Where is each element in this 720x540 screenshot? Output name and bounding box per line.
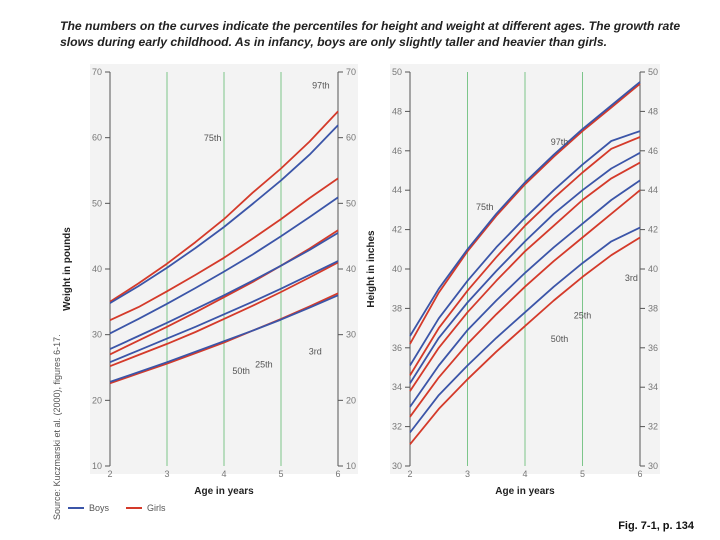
weight-ytick-label-right: 50 xyxy=(346,198,356,208)
height-ytick-label-right: 44 xyxy=(648,185,658,195)
weight-ytick-label-left: 10 xyxy=(92,461,102,471)
height-annotation-97th: 97th xyxy=(551,137,569,147)
weight-series-girls-97th xyxy=(109,110,339,303)
weight-xtick-label: 6 xyxy=(335,469,340,479)
height-series-girls-25th xyxy=(409,189,641,418)
height-ytick-label-left: 46 xyxy=(392,146,402,156)
legend: Boys Girls xyxy=(68,503,166,513)
height-ytick-label-right: 48 xyxy=(648,106,658,116)
weight-ytick-label-left: 20 xyxy=(92,395,102,405)
weight-ytick-label-left: 70 xyxy=(92,67,102,77)
weight-series-boys-3rd xyxy=(109,294,339,383)
height-annotation-25th: 25th xyxy=(574,310,592,320)
height-ytick-label-right: 40 xyxy=(648,264,658,274)
height-ytick-label-left: 48 xyxy=(392,106,402,116)
height-ytick-label-left: 50 xyxy=(392,67,402,77)
figure-caption: The numbers on the curves indicate the p… xyxy=(60,19,681,49)
legend-boys-label: Boys xyxy=(89,503,110,513)
height-ytick-label-left: 40 xyxy=(392,264,402,274)
height-xtick-label: 4 xyxy=(522,469,527,479)
height-ytick-label-right: 34 xyxy=(648,382,658,392)
weight-xtick-label: 5 xyxy=(278,469,283,479)
height-series-boys-50th xyxy=(409,152,641,384)
weight-ytick-label-left: 40 xyxy=(92,264,102,274)
height-ytick-label-right: 36 xyxy=(648,343,658,353)
height-series-girls-97th xyxy=(409,83,641,345)
legend-girls-label: Girls xyxy=(147,503,166,513)
weight-ytick-label-left: 30 xyxy=(92,330,102,340)
weight-ytick-label-right: 70 xyxy=(346,67,356,77)
weight-series-boys-97th xyxy=(109,124,339,304)
weight-ytick-label-right: 40 xyxy=(346,264,356,274)
weight-xtick-label: 3 xyxy=(164,469,169,479)
weight-annotation-3rd: 3rd xyxy=(309,346,322,356)
height-ytick-label-right: 32 xyxy=(648,422,658,432)
height-annotation-50th: 50th xyxy=(551,334,569,344)
height-ytick-label-left: 42 xyxy=(392,225,402,235)
height-xlabel: Age in years xyxy=(495,486,555,497)
height-xtick-label: 5 xyxy=(580,469,585,479)
height-series-boys-25th xyxy=(409,179,641,408)
height-series-girls-50th xyxy=(409,161,641,392)
weight-ytick-label-left: 60 xyxy=(92,133,102,143)
height-ytick-label-left: 30 xyxy=(392,461,402,471)
weight-series-girls-3rd xyxy=(109,292,339,385)
height-ytick-label-left: 44 xyxy=(392,185,402,195)
weight-series-boys-50th xyxy=(109,232,339,350)
weight-annotation-97th: 97th xyxy=(312,80,330,90)
height-xtick-label: 6 xyxy=(637,469,642,479)
height-annotation-3rd: 3rd xyxy=(625,273,638,283)
weight-xtick-label: 2 xyxy=(107,469,112,479)
weight-series-girls-25th xyxy=(109,261,339,368)
weight-series-boys-25th xyxy=(109,260,339,364)
weight-xlabel: Age in years xyxy=(194,486,254,497)
height-ytick-label-right: 42 xyxy=(648,225,658,235)
weight-annotation-75th: 75th xyxy=(204,133,222,143)
height-ytick-label-left: 36 xyxy=(392,343,402,353)
weight-series-boys-75th xyxy=(109,196,339,335)
source-credit: Source: Kuczmarski et al. (2000), figure… xyxy=(52,334,62,520)
weight-ytick-label-right: 10 xyxy=(346,461,356,471)
height-annotation-75th: 75th xyxy=(476,202,494,212)
weight-ytick-label-right: 30 xyxy=(346,330,356,340)
weight-xtick-label: 4 xyxy=(221,469,226,479)
weight-annotation-50th: 50th xyxy=(232,366,250,376)
height-xtick-label: 2 xyxy=(407,469,412,479)
height-ytick-label-left: 32 xyxy=(392,422,402,432)
weight-ytick-label-right: 60 xyxy=(346,133,356,143)
height-series-boys-75th xyxy=(409,130,641,366)
height-ytick-label-right: 30 xyxy=(648,461,658,471)
height-series-boys-3rd xyxy=(409,226,641,434)
height-ytick-label-right: 38 xyxy=(648,303,658,313)
weight-series-girls-75th xyxy=(109,177,339,322)
height-xtick-label: 3 xyxy=(465,469,470,479)
height-ylabel: Height in inches xyxy=(366,230,377,308)
weight-chart: 10 10 20 20 30 30 40 40 50 50 60 60 70 70 2 3 4 5 6 Age in … xyxy=(62,64,358,497)
height-ytick-label-right: 50 xyxy=(648,67,658,77)
height-series-boys-97th xyxy=(409,81,641,337)
height-ytick-label-left: 38 xyxy=(392,303,402,313)
weight-ylabel: Weight in pounds xyxy=(62,227,73,311)
weight-ytick-label-right: 20 xyxy=(346,395,356,405)
height-series-girls-75th xyxy=(409,136,641,376)
height-series-girls-3rd xyxy=(409,236,641,445)
height-ytick-label-left: 34 xyxy=(392,382,402,392)
weight-ytick-label-left: 50 xyxy=(92,198,102,208)
height-ytick-label-right: 46 xyxy=(648,146,658,156)
figure-reference: Fig. 7-1, p. 134 xyxy=(618,520,694,532)
weight-annotation-25th: 25th xyxy=(255,360,273,370)
